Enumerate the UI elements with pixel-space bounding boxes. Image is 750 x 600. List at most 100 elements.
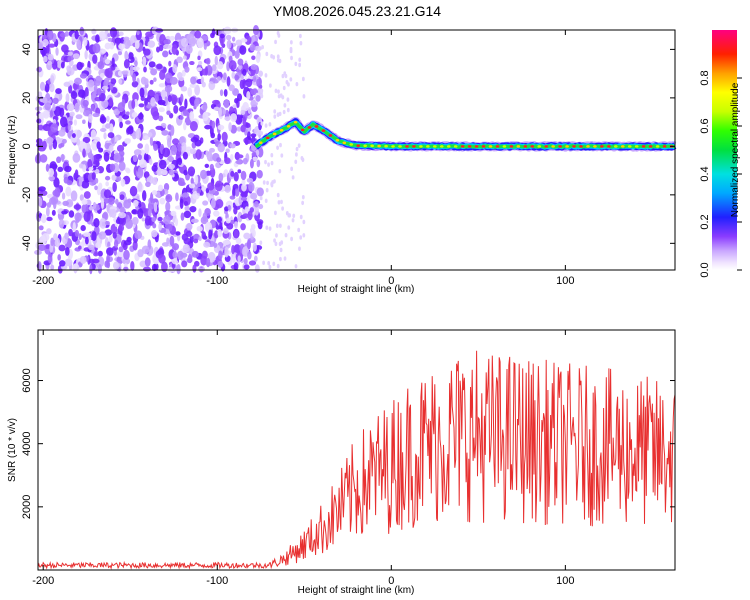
- noise-blob: [84, 87, 89, 98]
- noise-blob: [163, 43, 171, 50]
- ridge-peak: [446, 145, 451, 148]
- noise-blob: [268, 122, 272, 127]
- noise-blob: [68, 228, 73, 237]
- noise-blob: [289, 40, 293, 45]
- noise-blob: [252, 242, 257, 252]
- noise-blob: [245, 78, 253, 88]
- noise-blob: [58, 129, 66, 137]
- noise-blob: [132, 73, 137, 83]
- noise-blob: [91, 258, 100, 264]
- noise-blob: [98, 31, 106, 41]
- ridge-peak: [258, 141, 263, 145]
- noise-blob: [224, 184, 232, 193]
- noise-blob: [96, 88, 102, 96]
- noise-blob: [104, 220, 111, 226]
- noise-blob: [168, 223, 173, 232]
- noise-blob: [97, 256, 105, 267]
- noise-blob: [57, 254, 61, 261]
- ridge-peak: [300, 128, 305, 132]
- ridge-peak: [370, 144, 374, 148]
- ridge-peak: [502, 145, 507, 148]
- noise-blob: [268, 226, 272, 231]
- noise-blob: [256, 187, 264, 197]
- ridge-peak: [384, 144, 388, 148]
- noise-blob: [289, 77, 293, 82]
- noise-blob: [128, 52, 134, 60]
- noise-blob: [203, 241, 211, 248]
- ridge-peak: [335, 139, 340, 142]
- noise-blob: [292, 213, 296, 218]
- noise-blob: [185, 230, 193, 237]
- noise-blob: [104, 42, 111, 50]
- noise-blob: [136, 29, 140, 36]
- noise-blob: [133, 199, 139, 207]
- noise-blob: [194, 139, 202, 147]
- noise-blob: [235, 154, 244, 159]
- ridge-peak: [600, 145, 604, 148]
- noise-blob: [247, 131, 251, 140]
- noise-blob: [80, 141, 87, 153]
- ridge-peak: [293, 120, 298, 124]
- noise-blob: [283, 256, 287, 261]
- noise-blob: [252, 75, 257, 83]
- noise-blob: [302, 219, 306, 225]
- noise-blob: [46, 43, 50, 54]
- noise-blob: [167, 163, 175, 170]
- noise-blob: [46, 125, 51, 132]
- noise-blob: [243, 264, 250, 270]
- noise-blob: [301, 200, 305, 206]
- noise-blob: [289, 46, 293, 52]
- noise-blob: [265, 51, 269, 57]
- noise-blob: [74, 212, 82, 222]
- noise-blob: [159, 69, 166, 81]
- spectrogram-y-tick-label: -40: [21, 235, 33, 251]
- noise-blob: [196, 67, 203, 72]
- noise-blob: [66, 103, 75, 112]
- noise-blob: [116, 144, 125, 153]
- noise-blob: [240, 196, 248, 201]
- noise-blob: [242, 213, 249, 219]
- ridge-peak: [634, 145, 639, 148]
- noise-blob: [294, 61, 298, 67]
- noise-blob: [87, 79, 95, 88]
- noise-blob: [159, 197, 166, 205]
- noise-blob: [209, 163, 214, 171]
- noise-blob: [243, 232, 251, 240]
- noise-blob: [103, 132, 107, 140]
- noise-blob: [211, 64, 217, 72]
- noise-blob: [201, 231, 206, 240]
- noise-blob: [36, 118, 42, 124]
- noise-blob: [255, 53, 261, 64]
- ridge-peak: [488, 145, 493, 148]
- noise-blob: [94, 177, 99, 184]
- noise-blob: [97, 250, 103, 257]
- ridge-peak: [648, 145, 653, 148]
- noise-blob: [249, 44, 256, 52]
- noise-blob: [141, 190, 147, 202]
- snr-frame: [37, 329, 676, 571]
- noise-blob: [110, 64, 116, 71]
- noise-blob: [38, 112, 47, 118]
- noise-blob: [67, 122, 71, 131]
- noise-blob: [290, 55, 293, 61]
- noise-blob: [92, 43, 101, 54]
- noise-blob: [110, 78, 117, 85]
- noise-blob: [152, 110, 160, 121]
- ridge-peak: [467, 145, 472, 148]
- noise-blob: [149, 79, 154, 85]
- noise-blob: [108, 235, 113, 243]
- noise-blob: [54, 237, 61, 248]
- ridge-peak: [453, 145, 458, 148]
- noise-blob: [288, 213, 292, 218]
- noise-blob: [61, 210, 68, 215]
- ridge-peak: [398, 145, 402, 148]
- noise-blob: [290, 236, 293, 242]
- noise-blob: [258, 203, 264, 210]
- noise-blob: [214, 55, 218, 66]
- noise-blob: [125, 168, 131, 174]
- noise-blob: [260, 88, 264, 94]
- noise-blob: [204, 124, 212, 130]
- noise-blob: [189, 120, 198, 132]
- noise-blob: [109, 156, 115, 161]
- noise-blob: [231, 244, 235, 255]
